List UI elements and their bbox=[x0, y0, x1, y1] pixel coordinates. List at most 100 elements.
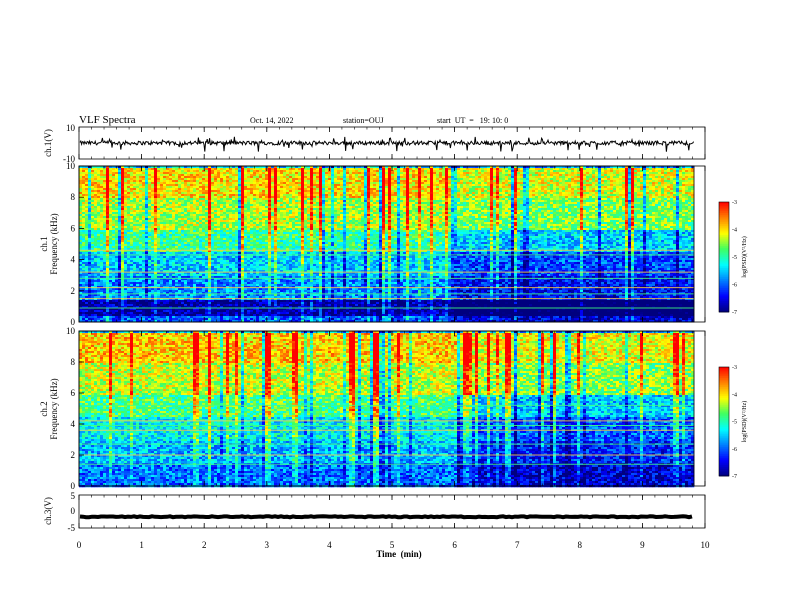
ch2-colorbar-cell bbox=[719, 367, 729, 370]
ch1-spectrogram-image bbox=[79, 166, 695, 323]
ch1-colorbar-cell bbox=[719, 240, 729, 243]
ch2-colorbar-frame bbox=[718, 366, 730, 477]
ch1-colorbar-tick--3: -3 bbox=[732, 200, 737, 206]
ch2-colorbar-cell bbox=[719, 461, 729, 464]
ch2-colorbar-tick--6: -6 bbox=[732, 447, 737, 453]
time-tick-9: 9 bbox=[640, 540, 645, 550]
ch2-colorbar-cell bbox=[719, 423, 729, 426]
ch1-colorbar-cell bbox=[719, 284, 729, 287]
time-tick-4: 4 bbox=[327, 540, 332, 550]
ch1-colorbar-cell bbox=[719, 304, 729, 307]
time-tick-3: 3 bbox=[265, 540, 270, 550]
ch2-colorbar-cell bbox=[719, 470, 729, 473]
ch2-colorbar-cell bbox=[719, 472, 729, 475]
ch3-waveform-panel: 5 0 -5 ch.3(V) bbox=[43, 491, 706, 533]
date-label: Oct. 14, 2022 bbox=[250, 116, 294, 125]
ch2-colorbar-cell bbox=[719, 368, 729, 372]
time-axis-label: Time (min) bbox=[376, 549, 421, 559]
ch2-colorbar-cell bbox=[719, 450, 729, 453]
ch1-colorbar-cell bbox=[719, 266, 729, 269]
ch2-colorbar-cell bbox=[719, 454, 729, 457]
ch1-colorbar-cell bbox=[719, 291, 729, 295]
ch2-colorbar-cell bbox=[719, 417, 729, 421]
ch1-colorbar-cell bbox=[719, 224, 729, 227]
ch1-colorbar-cell bbox=[719, 275, 729, 278]
ch1-waveform-trace bbox=[79, 136, 695, 152]
ch2-colorbar-cell bbox=[719, 412, 729, 415]
time-tick-1: 1 bbox=[139, 540, 144, 550]
ch1-freq-tick-0: 0 bbox=[71, 317, 76, 327]
ch2-colorbar-cell bbox=[719, 428, 729, 431]
ch2-colorbar-cell bbox=[719, 446, 729, 450]
ch3-waveform-trace bbox=[79, 514, 693, 520]
ch2-colorbar-cell bbox=[719, 457, 729, 461]
ch1-colorbar-cell bbox=[719, 225, 729, 229]
ch1-colorbar-cell bbox=[719, 238, 729, 241]
ch2-colorbar-cell bbox=[719, 392, 729, 395]
ch1-frequency-ticks: 0 2 4 6 8 10 bbox=[66, 161, 84, 327]
ch2-colorbar-cell bbox=[719, 452, 729, 455]
ch1-colorbar-cell bbox=[719, 279, 729, 282]
ch2-colorbar-cell bbox=[719, 405, 729, 408]
ch1-colorbar-cell bbox=[719, 282, 729, 285]
ch2-freq-tick-2: 2 bbox=[71, 450, 76, 460]
ch1-colorbar-cell bbox=[719, 255, 729, 258]
ch2-colorbar-cell bbox=[719, 466, 729, 470]
ch2-colorbar-tick--7: -7 bbox=[732, 474, 737, 480]
ch1-colorbar: -3 -4 -5 -6 -7 log(PSD)(V²/Hz) bbox=[718, 200, 748, 316]
ch1-colorbar-cell bbox=[719, 218, 729, 221]
ch1-colorbar-cell bbox=[719, 203, 729, 207]
ch1-colorbar-cell bbox=[719, 222, 729, 225]
ch2-colorbar-cell bbox=[719, 421, 729, 424]
ch1-colorbar-cell bbox=[719, 236, 729, 240]
ch2-colorbar-cell bbox=[719, 439, 729, 442]
ch1-freq-tick-4: 4 bbox=[71, 255, 76, 265]
ch1-colorbar-cell bbox=[719, 293, 729, 296]
ch1-colorbar-cell bbox=[719, 220, 729, 223]
ch2-colorbar-cell bbox=[719, 403, 729, 406]
ch1-colorbar-cell bbox=[719, 229, 729, 232]
ch1-colorbar-cell bbox=[719, 227, 729, 230]
ch2-colorbar-cell bbox=[719, 436, 729, 439]
ch2-colorbar-cell bbox=[719, 379, 729, 382]
ch1-colorbar-cell bbox=[719, 233, 729, 236]
ch1-colorbar-cell bbox=[719, 209, 729, 212]
ch1-colorbar-cell bbox=[719, 244, 729, 247]
ch1-colorbar-cell bbox=[719, 306, 729, 309]
ch1-colorbar-cell bbox=[719, 301, 729, 304]
ch1-freq-tick-6: 6 bbox=[71, 223, 76, 233]
ch1-colorbar-cell bbox=[719, 262, 729, 265]
ch2-colorbar-cell bbox=[719, 465, 729, 468]
ch1-colorbar-cell bbox=[719, 277, 729, 280]
ch3-wave-tick-mid: 0 bbox=[71, 506, 76, 516]
ch2-colorbar-cell bbox=[719, 448, 729, 451]
ch2-colorbar-label: log(PSD)(V²/Hz) bbox=[741, 401, 748, 442]
ch1-spec-label-channel: ch.1 bbox=[39, 236, 49, 251]
ch1-spec-label-frequency: Frequency (kHz) bbox=[49, 213, 59, 274]
ch2-colorbar-cell bbox=[719, 399, 729, 402]
ch2-colorbar-cell bbox=[719, 425, 729, 428]
ch2-colorbar-cell bbox=[719, 456, 729, 459]
ch1-colorbar-tick--7: -7 bbox=[732, 310, 737, 316]
ch1-freq-tick-10: 10 bbox=[66, 161, 76, 171]
ch2-freq-tick-4: 4 bbox=[71, 419, 76, 429]
time-axis: 0 1 2 3 4 5 6 7 8 9 10 bbox=[77, 127, 710, 550]
ch2-colorbar-tick--3: -3 bbox=[732, 365, 737, 371]
ch2-colorbar-cell bbox=[719, 426, 729, 430]
ch2-colorbar-cell bbox=[719, 401, 729, 404]
ch1-colorbar-cell bbox=[719, 280, 729, 284]
ch1-waveform-panel: 10 -10 ch.1(V) bbox=[43, 123, 706, 164]
ch1-colorbar-cell bbox=[719, 205, 729, 208]
ch1-colorbar-cell bbox=[719, 251, 729, 254]
ch1-colorbar-cell bbox=[719, 207, 729, 210]
ch1-colorbar-cell bbox=[719, 288, 729, 291]
ch1-colorbar-cell bbox=[719, 297, 729, 300]
ch2-colorbar-cell bbox=[719, 408, 729, 411]
ch2-colorbar-cell bbox=[719, 381, 729, 384]
ch2-colorbar-cell bbox=[719, 390, 729, 393]
ch1-colorbar-cell bbox=[719, 249, 729, 252]
ch1-colorbar-cell bbox=[719, 216, 729, 219]
ch2-colorbar-cell bbox=[719, 441, 729, 444]
ch2-colorbar-cell bbox=[719, 370, 729, 373]
